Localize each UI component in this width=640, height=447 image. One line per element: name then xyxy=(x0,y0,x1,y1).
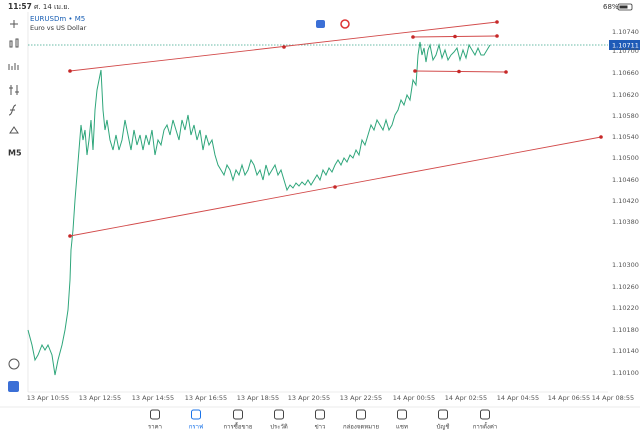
chart-type-tool[interactable] xyxy=(9,38,19,48)
tab-icon[interactable] xyxy=(397,409,407,420)
left-toolbar xyxy=(8,20,20,370)
settings-tool[interactable] xyxy=(9,85,19,95)
price-label: 1.10140 xyxy=(612,347,639,355)
handle[interactable] xyxy=(495,20,499,24)
signal-icon[interactable] xyxy=(340,19,350,29)
current-price: 1.10711 xyxy=(612,42,639,50)
tab-label[interactable]: การซื้อขาย xyxy=(224,421,253,431)
time-label: 13 Apr 12:55 xyxy=(79,394,121,402)
status-date: ศ. 14 เม.ย. xyxy=(34,3,70,11)
price-label: 1.10260 xyxy=(612,283,639,291)
price-label: 1.10300 xyxy=(612,261,639,269)
time-label: 14 Apr 04:55 xyxy=(497,394,539,402)
tab-label[interactable]: ประวัติ xyxy=(270,424,288,431)
handle[interactable] xyxy=(413,69,417,73)
time-label: 13 Apr 14:55 xyxy=(132,394,174,402)
time-label: 14 Apr 08:55 xyxy=(592,394,634,402)
price-label: 1.10540 xyxy=(612,133,639,141)
handle[interactable] xyxy=(495,34,499,38)
handle[interactable] xyxy=(504,70,508,74)
tab-icon[interactable] xyxy=(150,409,160,420)
handle[interactable] xyxy=(457,69,461,74)
price-label: 1.10420 xyxy=(612,197,639,205)
time-label: 14 Apr 02:55 xyxy=(445,394,487,402)
tab-label[interactable]: กราฟ xyxy=(189,424,203,431)
tab-icon[interactable] xyxy=(274,409,284,420)
price-label: 1.10660 xyxy=(612,69,639,77)
tab-label[interactable]: การตั้งค่า xyxy=(473,421,497,431)
tab-label[interactable]: ราคา xyxy=(148,424,162,431)
price-label: 1.10580 xyxy=(612,112,639,120)
symbol-name[interactable]: EURUSDm • M5 xyxy=(30,15,85,23)
price-label: 1.10100 xyxy=(612,369,639,377)
handle[interactable] xyxy=(599,135,603,139)
time-label: 13 Apr 20:55 xyxy=(288,394,330,402)
tab-label[interactable]: กล่องจดหมาย xyxy=(343,424,379,431)
status-time: 11:57 xyxy=(8,2,32,11)
tab-icon[interactable] xyxy=(315,409,325,420)
price-label: 1.10740 xyxy=(612,28,639,36)
tab-label[interactable]: ข่าว xyxy=(315,424,326,431)
price-line xyxy=(27,41,491,376)
price-label: 1.10620 xyxy=(612,91,639,99)
handle[interactable] xyxy=(68,234,72,238)
handle[interactable] xyxy=(68,69,72,73)
app-icon[interactable] xyxy=(8,381,19,392)
objects-tool[interactable] xyxy=(9,126,19,134)
tab-icon[interactable] xyxy=(191,409,201,420)
current-price-box xyxy=(609,40,640,50)
time-label: 14 Apr 00:55 xyxy=(393,394,435,402)
time-label: 13 Apr 22:55 xyxy=(340,394,382,402)
handle[interactable] xyxy=(411,35,415,39)
price-label: 1.10700 xyxy=(612,47,639,55)
speedometer-tool[interactable] xyxy=(8,358,20,370)
trendline-handles xyxy=(68,20,603,238)
handle[interactable] xyxy=(333,185,337,189)
time-label: 13 Apr 16:55 xyxy=(185,394,227,402)
price-label: 1.10180 xyxy=(612,326,639,334)
tab-icon[interactable] xyxy=(356,409,366,420)
price-label: 1.10460 xyxy=(612,176,639,184)
symbol-description: Euro vs US Dollar xyxy=(30,24,87,32)
battery-icon xyxy=(617,3,633,11)
time-label: 13 Apr 18:55 xyxy=(237,394,279,402)
tab-icon[interactable] xyxy=(480,409,490,420)
tab-icon[interactable] xyxy=(233,409,243,420)
price-label: 1.10500 xyxy=(612,154,639,162)
tab-label[interactable]: บัญชี xyxy=(437,423,450,431)
time-label: 13 Apr 10:55 xyxy=(27,394,69,402)
crosshair-tool[interactable] xyxy=(10,20,18,28)
tab-label[interactable]: แชท xyxy=(396,424,408,431)
timeframe[interactable]: M5 xyxy=(8,149,22,158)
price-label: 1.10220 xyxy=(612,304,639,312)
handle[interactable] xyxy=(282,45,286,49)
battery-level xyxy=(619,5,628,9)
tab-icon[interactable] xyxy=(438,409,448,420)
handle[interactable] xyxy=(453,34,457,39)
trade-button[interactable] xyxy=(316,20,325,28)
status-battery: 68% xyxy=(603,3,619,11)
time-label: 14 Apr 06:55 xyxy=(548,394,590,402)
indicators-tool[interactable] xyxy=(8,63,19,70)
function-tool[interactable] xyxy=(8,104,17,116)
price-label: 1.10380 xyxy=(612,218,639,226)
